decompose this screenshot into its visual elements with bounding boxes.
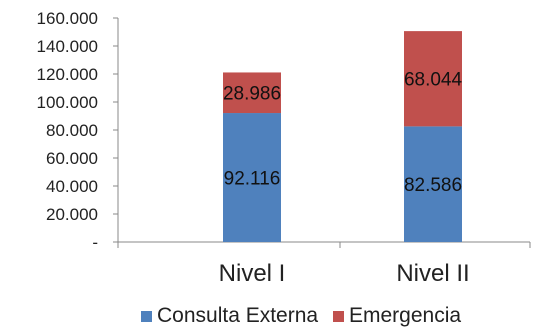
legend-swatch — [141, 311, 152, 322]
legend-label: Consulta Externa — [157, 304, 318, 327]
y-tick-label: 140.000 — [37, 37, 98, 56]
legend-swatch — [333, 311, 344, 322]
x-category-label: Nivel II — [396, 260, 469, 287]
x-category-label: Nivel I — [219, 260, 286, 287]
bar-segment — [223, 72, 281, 114]
bar-segment — [404, 126, 462, 242]
y-tick-label: - — [92, 233, 98, 252]
data-label: 82.586 — [404, 175, 462, 196]
y-tick-label: 60.000 — [46, 149, 98, 168]
data-label: 92.116 — [224, 169, 281, 190]
data-label: 28.986 — [223, 84, 281, 105]
chart-axes — [117, 18, 531, 248]
y-tick-label: 40.000 — [46, 177, 98, 196]
y-tick-label: 100.000 — [37, 93, 98, 112]
y-tick-label: 20.000 — [46, 205, 98, 224]
data-label: 68.044 — [404, 70, 463, 91]
bar-series — [223, 31, 462, 242]
data-labels: 92.116 28.986 82.586 68.044 — [223, 70, 463, 196]
y-tick-label: 120.000 — [37, 65, 98, 84]
y-axis-ticks: - 20.000 40.000 60.000 80.000 100.000 120.000 1… — [37, 9, 118, 252]
bar-segment — [223, 113, 281, 242]
x-axis-categories: Nivel I Nivel II — [219, 260, 470, 287]
legend-label: Emergencia — [349, 304, 461, 327]
bar-segment — [404, 31, 462, 127]
legend: Consulta Externa Emergencia — [141, 304, 461, 327]
y-tick-label: 80.000 — [46, 121, 98, 140]
y-tick-label: 160.000 — [37, 9, 98, 28]
